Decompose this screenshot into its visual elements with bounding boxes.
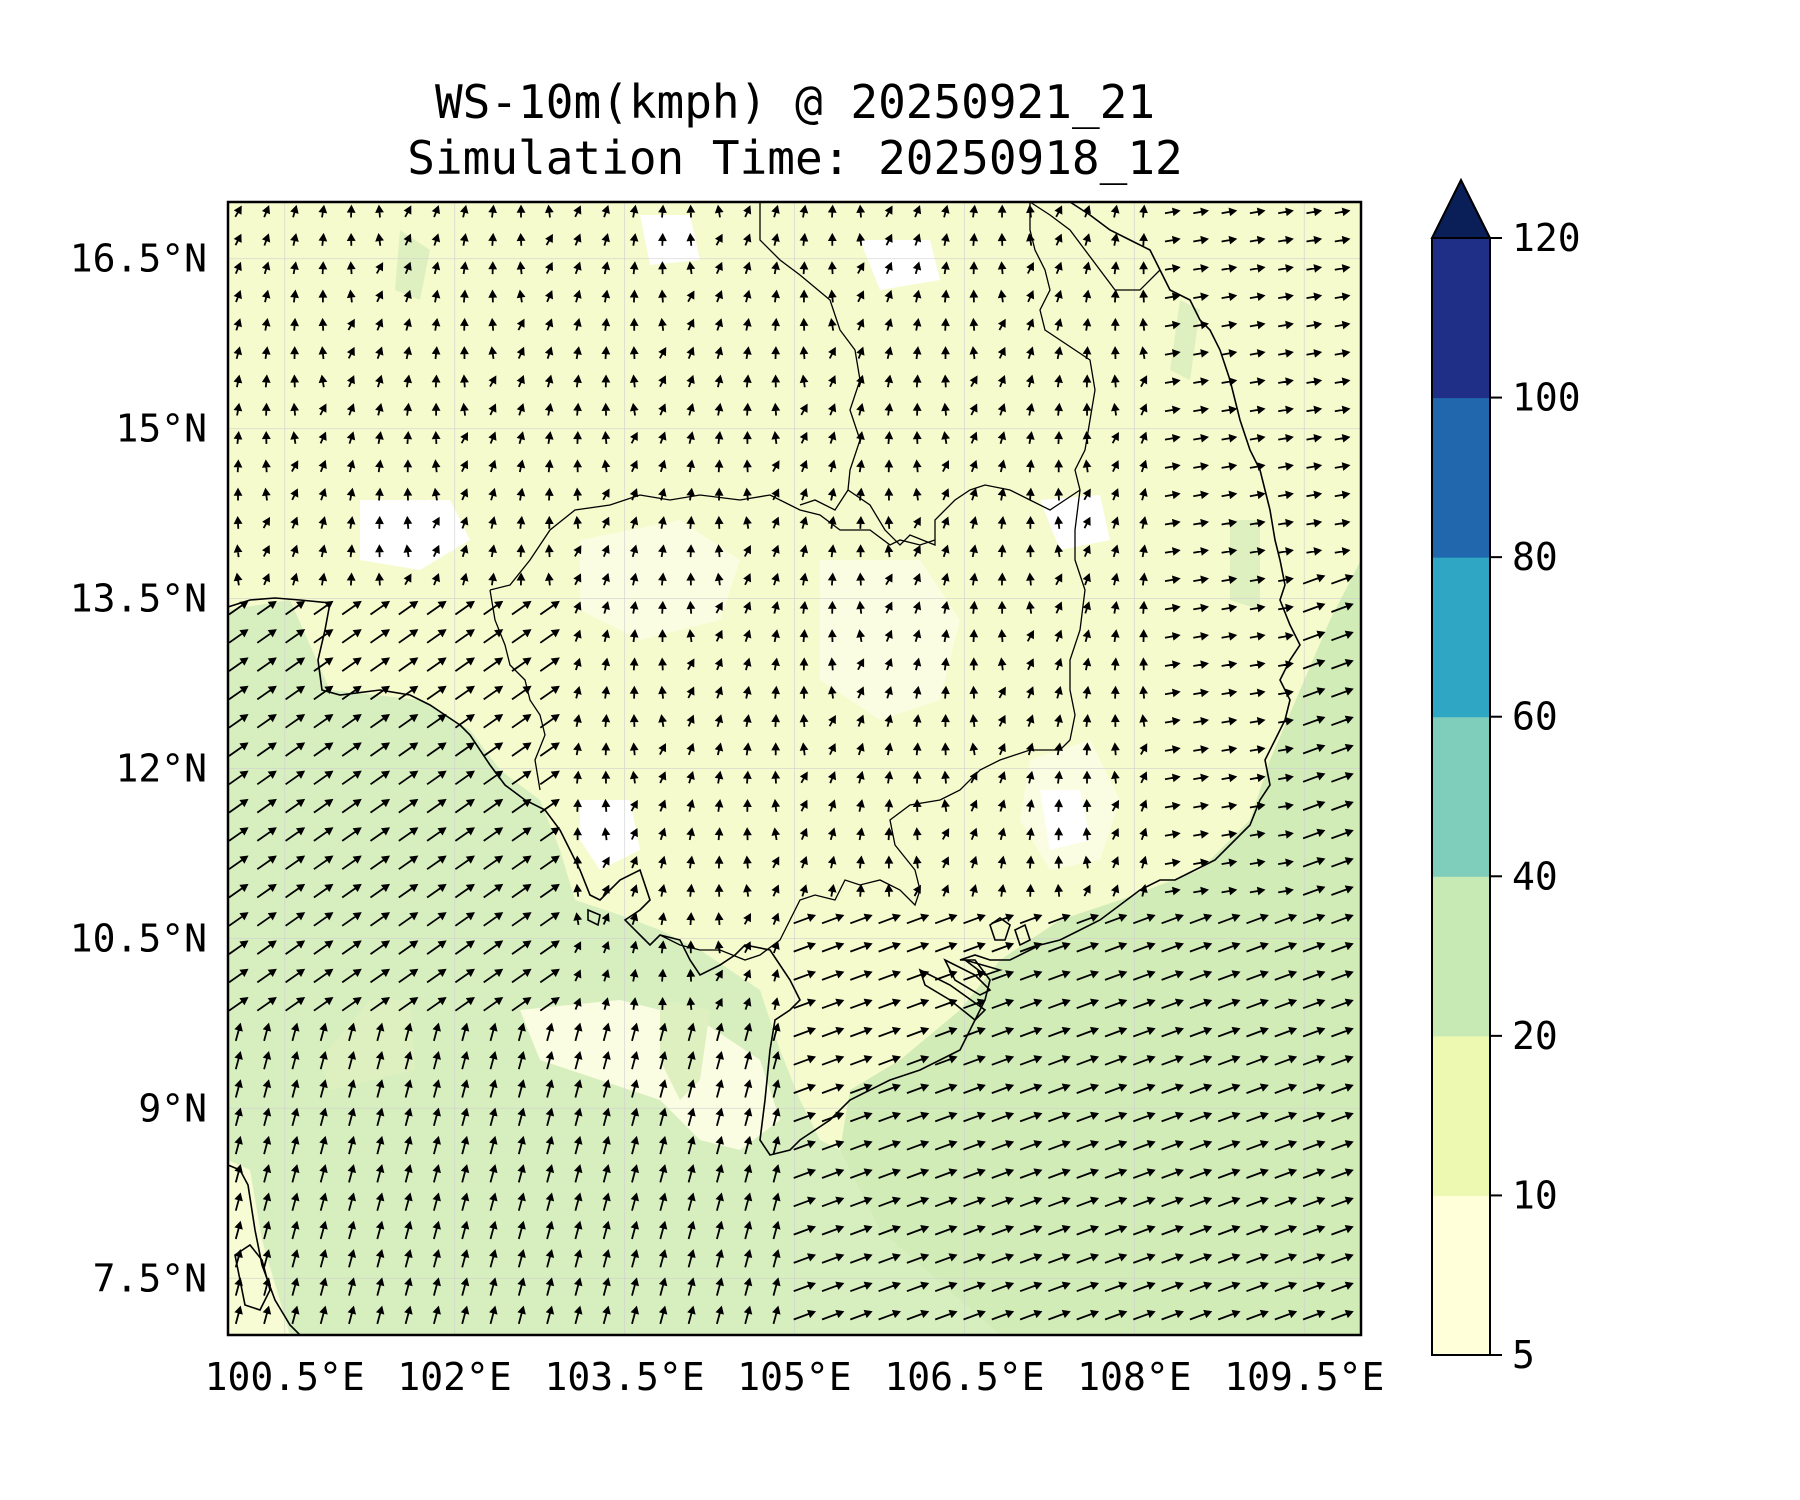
lat-tick-label: 9°N	[138, 1086, 207, 1130]
colorbar-tick-label: 100	[1512, 376, 1581, 420]
sea-region-gulf	[228, 600, 1000, 1335]
chart-title: WS-10m(kmph) @ 20250921_21	[435, 75, 1155, 129]
colorbar-segment	[1432, 1195, 1490, 1356]
light-patch	[640, 215, 700, 265]
light-patch	[820, 560, 960, 720]
map-panel	[226, 200, 1363, 1337]
colorbar-segment	[1432, 1035, 1490, 1196]
lat-tick-label: 7.5°N	[93, 1256, 207, 1300]
border-thailand-cambodia	[489, 494, 936, 591]
lat-tick-label: 12°N	[115, 747, 207, 791]
green-streak	[1170, 300, 1200, 380]
wind-vectors	[228, 204, 1354, 1325]
green-streak	[660, 1000, 710, 1100]
green-streak	[320, 1000, 415, 1090]
lon-tick-label: 102°E	[397, 1355, 511, 1399]
border-vietnam-laos-east	[1029, 202, 1161, 291]
colorbar-tick-label: 10	[1512, 1173, 1558, 1217]
colorbar-tick-label: 20	[1512, 1014, 1558, 1058]
colorbar-segment	[1432, 716, 1490, 877]
lon-tick-label: 103.5°E	[544, 1355, 704, 1399]
island	[989, 917, 1031, 947]
chart-subtitle: Simulation Time: 20250918_12	[407, 131, 1182, 185]
colorbar-tick-label: 120	[1512, 216, 1581, 260]
colorbar-tick-label: 80	[1512, 535, 1558, 579]
light-patch	[1040, 790, 1090, 850]
green-streak	[1230, 520, 1260, 610]
longitude-tick-labels: 100.5°E 102°E 103.5°E 105°E 106.5°E 108°E 109.…	[205, 1355, 1385, 1399]
green-streak	[395, 230, 430, 300]
latitude-tick-labels: 16.5°N 15°N 13.5°N 12°N 10.5°N 9°N 7.5°N	[70, 237, 207, 1301]
lon-tick-label: 105°E	[737, 1355, 851, 1399]
lat-tick-label: 15°N	[115, 407, 207, 451]
colorbar: 5 10 20 40 60 80 100 120	[1430, 177, 1581, 1377]
colorbar-segment	[1432, 557, 1490, 718]
colorbar-frame	[1431, 238, 1491, 1356]
lon-tick-label: 106.5°E	[884, 1355, 1044, 1399]
lon-tick-label: 100.5°E	[205, 1355, 365, 1399]
colorbar-segment	[1432, 238, 1490, 399]
sea-region-east	[840, 560, 1361, 1335]
colorbar-tick-label: 40	[1512, 854, 1558, 898]
lat-tick-label: 10.5°N	[70, 916, 207, 960]
colorbar-segment	[1432, 397, 1490, 558]
lat-tick-label: 13.5°N	[70, 577, 207, 621]
light-patch	[360, 500, 470, 570]
colorbar-segment	[1432, 876, 1490, 1037]
lon-tick-label: 108°E	[1077, 1355, 1191, 1399]
island	[587, 908, 601, 927]
gridlines	[228, 202, 1361, 1335]
mekong-delta-islands	[918, 958, 1003, 1022]
wind-arrows	[228, 204, 1354, 1325]
colorbar-tick-label: 60	[1512, 695, 1558, 739]
light-patch	[1040, 495, 1110, 550]
colorbar-tick-label: 5	[1512, 1333, 1535, 1377]
light-patch	[860, 240, 940, 290]
colorbar-extend-arrow	[1430, 177, 1492, 239]
lat-tick-label: 16.5°N	[70, 237, 207, 281]
lon-tick-label: 109.5°E	[1224, 1355, 1384, 1399]
light-patch	[520, 1000, 780, 1150]
map-frame	[226, 200, 1363, 1337]
